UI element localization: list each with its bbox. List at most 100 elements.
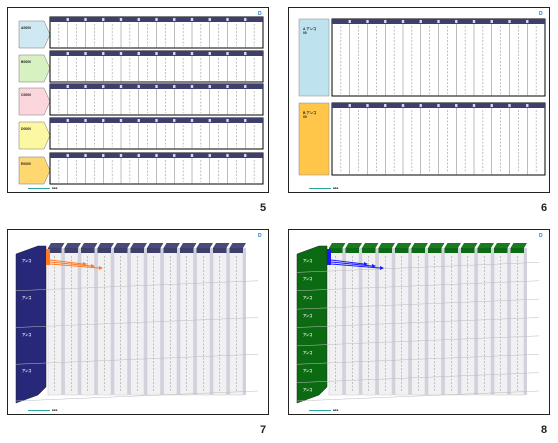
- slide5-table-2-col-tick: [190, 52, 194, 55]
- slide5-row-2-tag: [18, 54, 51, 83]
- col-3d-header: [114, 248, 128, 253]
- slide6-table-1-col-tick: [348, 20, 351, 23]
- col-3d-top: [180, 243, 197, 248]
- slide6-table-2-col-tick: [526, 104, 529, 107]
- row-label: アンコ: [303, 369, 313, 374]
- col-3d-top: [477, 243, 494, 248]
- row-label: C0000: [21, 93, 31, 97]
- slide5-table-4-col-tick: [155, 119, 158, 122]
- accent-block: [46, 249, 50, 265]
- col-3d-side: [474, 248, 478, 395]
- slide5-table-5-col-tick: [102, 154, 105, 157]
- col-3d-side: [78, 248, 81, 395]
- slide-thumbnail-6[interactable]: D ■■■ A アンコ 00 B アンコ 00: [288, 7, 550, 193]
- col-3d-top: [510, 243, 527, 248]
- accent-arrow: [49, 261, 92, 267]
- col-3d-side: [111, 248, 114, 395]
- row-guide-line: [296, 390, 540, 402]
- slide6-table-2-col-tick: [384, 104, 387, 107]
- col-3d-top: [345, 243, 362, 248]
- slide5-table-3-col-tick: [208, 85, 211, 88]
- slide6-table-2-col-tick: [508, 104, 511, 107]
- col-3d-side: [177, 248, 180, 395]
- accent-arrowhead: [99, 266, 103, 270]
- slide5-table-1-col-tick: [226, 18, 229, 21]
- col-3d-header: [163, 248, 177, 253]
- accent-arrow: [330, 261, 373, 267]
- slide6-table-2-col-tick: [437, 104, 440, 107]
- col-3d-header: [345, 248, 359, 253]
- slide6-table-1-col-tick: [419, 20, 422, 23]
- col-3d-header: [229, 248, 243, 253]
- col-3d-header: [461, 248, 475, 253]
- slide6-table-2-col-tick: [366, 104, 369, 107]
- col-3d-side: [408, 248, 412, 395]
- row-guide-line: [296, 335, 540, 347]
- col-3d-header: [213, 248, 227, 253]
- brand-logo: D: [258, 233, 262, 239]
- row-label: B アンコ 00: [303, 111, 317, 119]
- slide5-table-4-col-tick: [244, 119, 247, 122]
- slide6-table-2-col-tick: [472, 104, 476, 107]
- slide5-table-1-col-tick: [173, 18, 176, 21]
- slide-thumbnail-5[interactable]: D ■■■ A0000 B0000 C0000 D0000 E0000: [7, 7, 269, 193]
- footer-bar: [28, 410, 50, 411]
- row-guide-line: [296, 280, 540, 291]
- slide5-table-3-col-tick: [84, 85, 87, 88]
- row-label: D0000: [21, 127, 31, 131]
- slide5-table-4-col-tick: [173, 119, 176, 122]
- col-3d-header: [444, 248, 458, 253]
- footer-text: ■■■: [333, 186, 339, 190]
- slide5-table-3-col-tick: [155, 85, 158, 88]
- col-3d-top: [64, 243, 81, 248]
- slide5-table-5-col-tick: [226, 154, 229, 157]
- row-label: E0000: [21, 162, 31, 166]
- slide5-row-5-tag: [18, 156, 51, 185]
- slide6-table-2-col-tick: [455, 104, 458, 107]
- slide5-table-3-col-tick: [244, 85, 247, 88]
- slide5-table-1-col-tick: [66, 18, 69, 21]
- col-3d-side: [524, 248, 527, 395]
- slide6-table-1-col-tick: [526, 20, 529, 23]
- col-3d-top: [48, 243, 65, 248]
- col-3d-side: [425, 248, 428, 395]
- slide5-table-1-col-tick: [102, 18, 105, 21]
- col-3d-header: [147, 248, 161, 253]
- col-3d-top: [329, 243, 346, 248]
- slide6-table-1-col-tick: [455, 20, 458, 23]
- slide5-table-5-col-tick: [190, 154, 194, 157]
- slide-thumbnail-7[interactable]: D ■■■ アンコ アンコ アンコ アンコ: [7, 229, 269, 415]
- slide5-table-1-col-tick: [208, 18, 211, 21]
- slide6-table-2-col-tick: [419, 104, 422, 107]
- col-3d-side: [507, 248, 511, 395]
- slide5-table-2-col-tick: [208, 52, 211, 55]
- slide5-table-4-col-tick: [208, 119, 211, 122]
- col-3d-header: [411, 248, 425, 253]
- col-3d-top: [378, 243, 395, 248]
- col-3d-side: [458, 248, 461, 395]
- slide5-table-5-col-tick: [84, 154, 87, 157]
- slide-8-canvas: [296, 243, 540, 404]
- col-3d-top: [229, 243, 246, 248]
- col-3d-side: [342, 248, 346, 395]
- slide5-table-4-col-tick: [226, 119, 229, 122]
- slide6-table-1-col-tick: [384, 20, 387, 23]
- slide6-table-1-col-tick: [401, 20, 405, 23]
- footer-text: ■■■: [52, 408, 58, 412]
- accent-arrow: [49, 263, 100, 269]
- slide5-table-5-col-tick: [208, 154, 211, 157]
- slide6-table-2-col-tick: [401, 104, 405, 107]
- slide6-side-panel: [298, 18, 330, 97]
- row-guide-line: [15, 390, 259, 402]
- footer-text: ■■■: [52, 186, 58, 190]
- slide5-table-3-col-tick: [190, 85, 194, 88]
- slide5-table-5-col-tick: [66, 154, 69, 157]
- col-3d-header: [378, 248, 392, 253]
- brand-logo: D: [539, 233, 543, 239]
- slide-6-canvas: [298, 18, 546, 176]
- col-3d-top: [163, 243, 180, 248]
- col-3d-header: [329, 248, 343, 253]
- row-guide-line: [15, 317, 259, 328]
- slide-thumbnail-8[interactable]: D ■■■ アンコ アンコ アンコ アンコ アンコ アンコ アンコ アンコ: [288, 229, 550, 415]
- slide5-table-3-col-tick: [66, 85, 69, 88]
